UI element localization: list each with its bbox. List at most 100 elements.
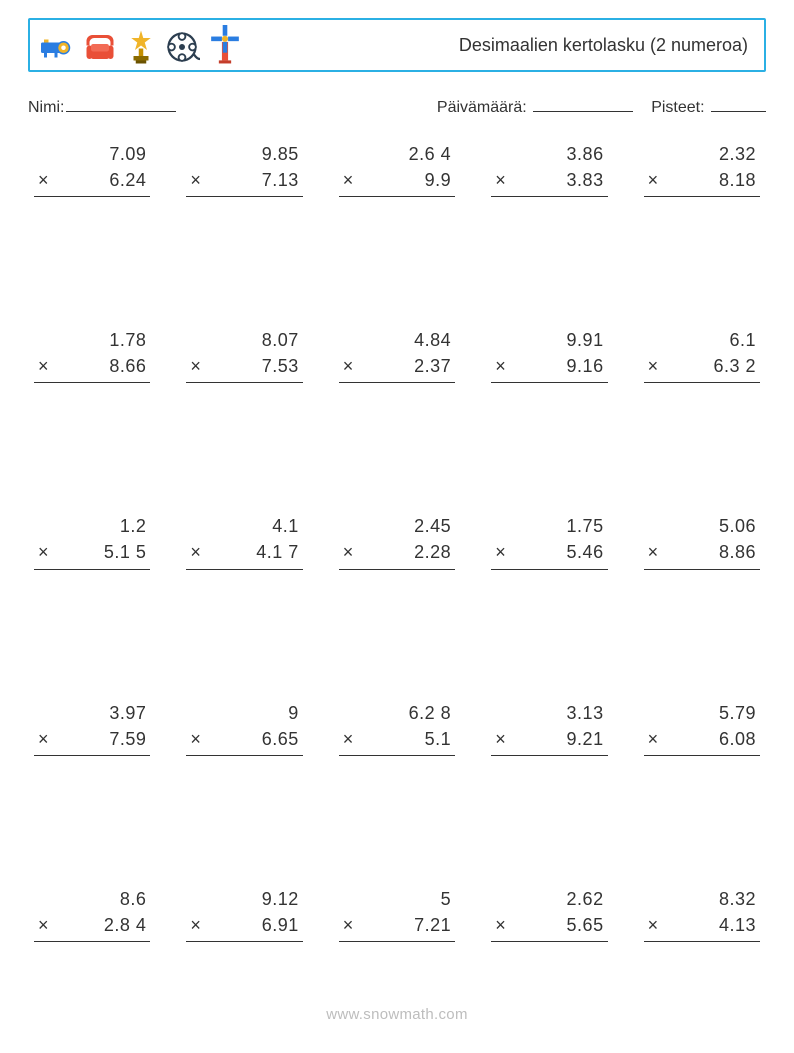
multiplier: 7.59 (52, 726, 146, 752)
multiplicand: 9.12 (204, 886, 298, 912)
multiplier: 2.37 (357, 353, 451, 379)
multiplicand: 8.07 (204, 327, 298, 353)
multiplier: 4.13 (662, 912, 756, 938)
multiplier-row: ×7.13 (182, 167, 306, 193)
multiplicand-row: 6.1 (640, 327, 764, 353)
multiplicand-row: 3.13 (487, 700, 611, 726)
multiplier: 5.65 (509, 912, 603, 938)
header-box: Desimaalien kertolasku (2 numeroa) (28, 18, 766, 72)
multiplication-problem: 6.1×6.3 2 (640, 327, 764, 405)
times-operator: × (495, 539, 509, 565)
multiplicand-row: 9 (182, 700, 306, 726)
times-operator: × (495, 726, 509, 752)
multiplier: 8.66 (52, 353, 146, 379)
multiplicand-row: 6.2 8 (335, 700, 459, 726)
multiplication-problem: 5.79×6.08 (640, 700, 764, 778)
times-operator: × (648, 539, 662, 565)
multiplier: 6.08 (662, 726, 756, 752)
multiplier-row: ×5.1 (335, 726, 459, 752)
times-operator: × (38, 167, 52, 193)
multiplicand: 1.78 (52, 327, 146, 353)
multiplier: 7.53 (204, 353, 298, 379)
multiplicand: 5.06 (662, 513, 756, 539)
multiplicand: 2.45 (357, 513, 451, 539)
multiplicand: 1.2 (52, 513, 146, 539)
problem-rule (491, 382, 607, 405)
multiplicand: 2.6 4 (357, 141, 451, 167)
times-operator: × (38, 539, 52, 565)
multiplier: 8.86 (662, 539, 756, 565)
multiplier-row: ×2.28 (335, 539, 459, 565)
multiplier: 9.16 (509, 353, 603, 379)
multiplication-problem: 8.07×7.53 (182, 327, 306, 405)
times-operator: × (648, 726, 662, 752)
multiplier: 2.8 4 (52, 912, 146, 938)
multiplicand: 1.75 (509, 513, 603, 539)
multiplier: 7.21 (357, 912, 451, 938)
multiplier: 5.1 5 (52, 539, 146, 565)
problem-rule (339, 196, 455, 219)
name-blank[interactable] (66, 98, 176, 112)
multiplier-row: ×9.9 (335, 167, 459, 193)
header-icons (38, 25, 242, 65)
multiplicand: 9.91 (509, 327, 603, 353)
multiplicand: 4.84 (357, 327, 451, 353)
times-operator: × (343, 539, 357, 565)
footer: www.snowmath.com (0, 1006, 794, 1023)
times-operator: × (343, 912, 357, 938)
multiplicand-row: 9.12 (182, 886, 306, 912)
multiplicand-row: 1.2 (30, 513, 154, 539)
problem-rule (339, 755, 455, 778)
multiplier: 4.1 7 (204, 539, 298, 565)
problem-rule (34, 196, 150, 219)
problem-rule (491, 196, 607, 219)
times-operator: × (343, 167, 357, 193)
times-operator: × (495, 167, 509, 193)
multiplication-problem: 3.86×3.83 (487, 141, 611, 219)
problem-rule (644, 569, 760, 592)
problem-rule (644, 755, 760, 778)
multiplier-row: ×8.18 (640, 167, 764, 193)
multiplicand-row: 4.1 (182, 513, 306, 539)
multiplier-row: ×6.08 (640, 726, 764, 752)
times-operator: × (38, 726, 52, 752)
problem-rule (34, 755, 150, 778)
problem-grid: 7.09×6.249.85×7.132.6 4×9.93.86×3.832.32… (28, 137, 766, 964)
problem-rule (186, 941, 302, 964)
multiplicand-row: 3.86 (487, 141, 611, 167)
multiplication-problem: 4.84×2.37 (335, 327, 459, 405)
multiplication-problem: 1.2×5.1 5 (30, 513, 154, 591)
multiplier-row: ×6.91 (182, 912, 306, 938)
multiplier-row: ×7.53 (182, 353, 306, 379)
multiplication-problem: 3.97×7.59 (30, 700, 154, 778)
film-reel-icon (164, 29, 200, 65)
multiplier-row: ×4.13 (640, 912, 764, 938)
multiplicand-row: 2.45 (335, 513, 459, 539)
projector-icon (38, 29, 74, 65)
multiplier-row: ×5.1 5 (30, 539, 154, 565)
times-operator: × (190, 353, 204, 379)
problem-rule (644, 382, 760, 405)
problem-rule (34, 569, 150, 592)
multiplicand: 5.79 (662, 700, 756, 726)
score-blank[interactable] (711, 98, 766, 112)
score-label: Pisteet: (651, 99, 704, 116)
date-blank[interactable] (533, 98, 633, 112)
footer-text: www.snowmath.com (326, 1006, 468, 1023)
multiplicand: 2.62 (509, 886, 603, 912)
multiplicand-row: 8.32 (640, 886, 764, 912)
problem-rule (339, 569, 455, 592)
multiplier: 6.24 (52, 167, 146, 193)
multiplicand-row: 1.75 (487, 513, 611, 539)
multiplier-row: ×7.59 (30, 726, 154, 752)
multiplicand: 6.2 8 (357, 700, 451, 726)
meta-row: Nimi: Päivämäärä: Pisteet: (28, 98, 766, 117)
problem-rule (186, 569, 302, 592)
problem-rule (491, 569, 607, 592)
multiplication-problem: 2.62×5.65 (487, 886, 611, 964)
multiplicand: 3.97 (52, 700, 146, 726)
multiplicand: 2.32 (662, 141, 756, 167)
times-operator: × (38, 912, 52, 938)
problem-rule (339, 941, 455, 964)
times-operator: × (343, 353, 357, 379)
